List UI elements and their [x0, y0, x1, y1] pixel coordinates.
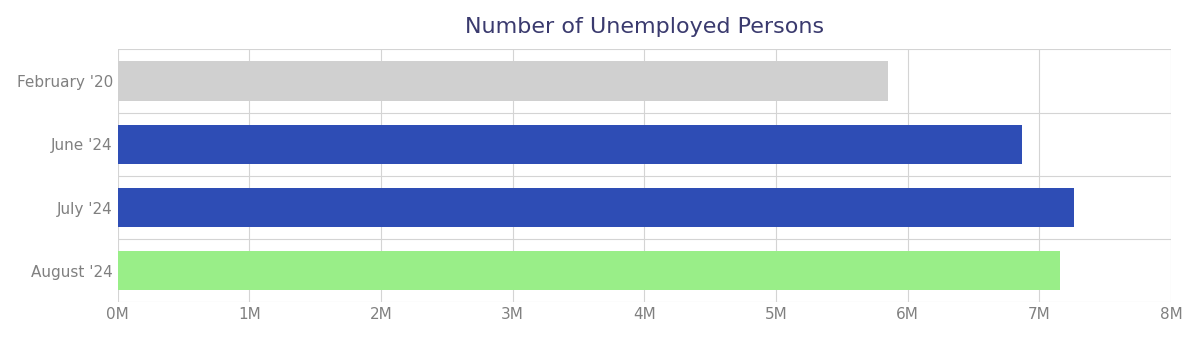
Bar	[118, 125, 1023, 164]
Title: Number of Unemployed Persons: Number of Unemployed Persons	[465, 17, 824, 37]
Bar	[118, 188, 1073, 227]
Bar	[118, 251, 1060, 291]
Bar	[118, 61, 888, 101]
